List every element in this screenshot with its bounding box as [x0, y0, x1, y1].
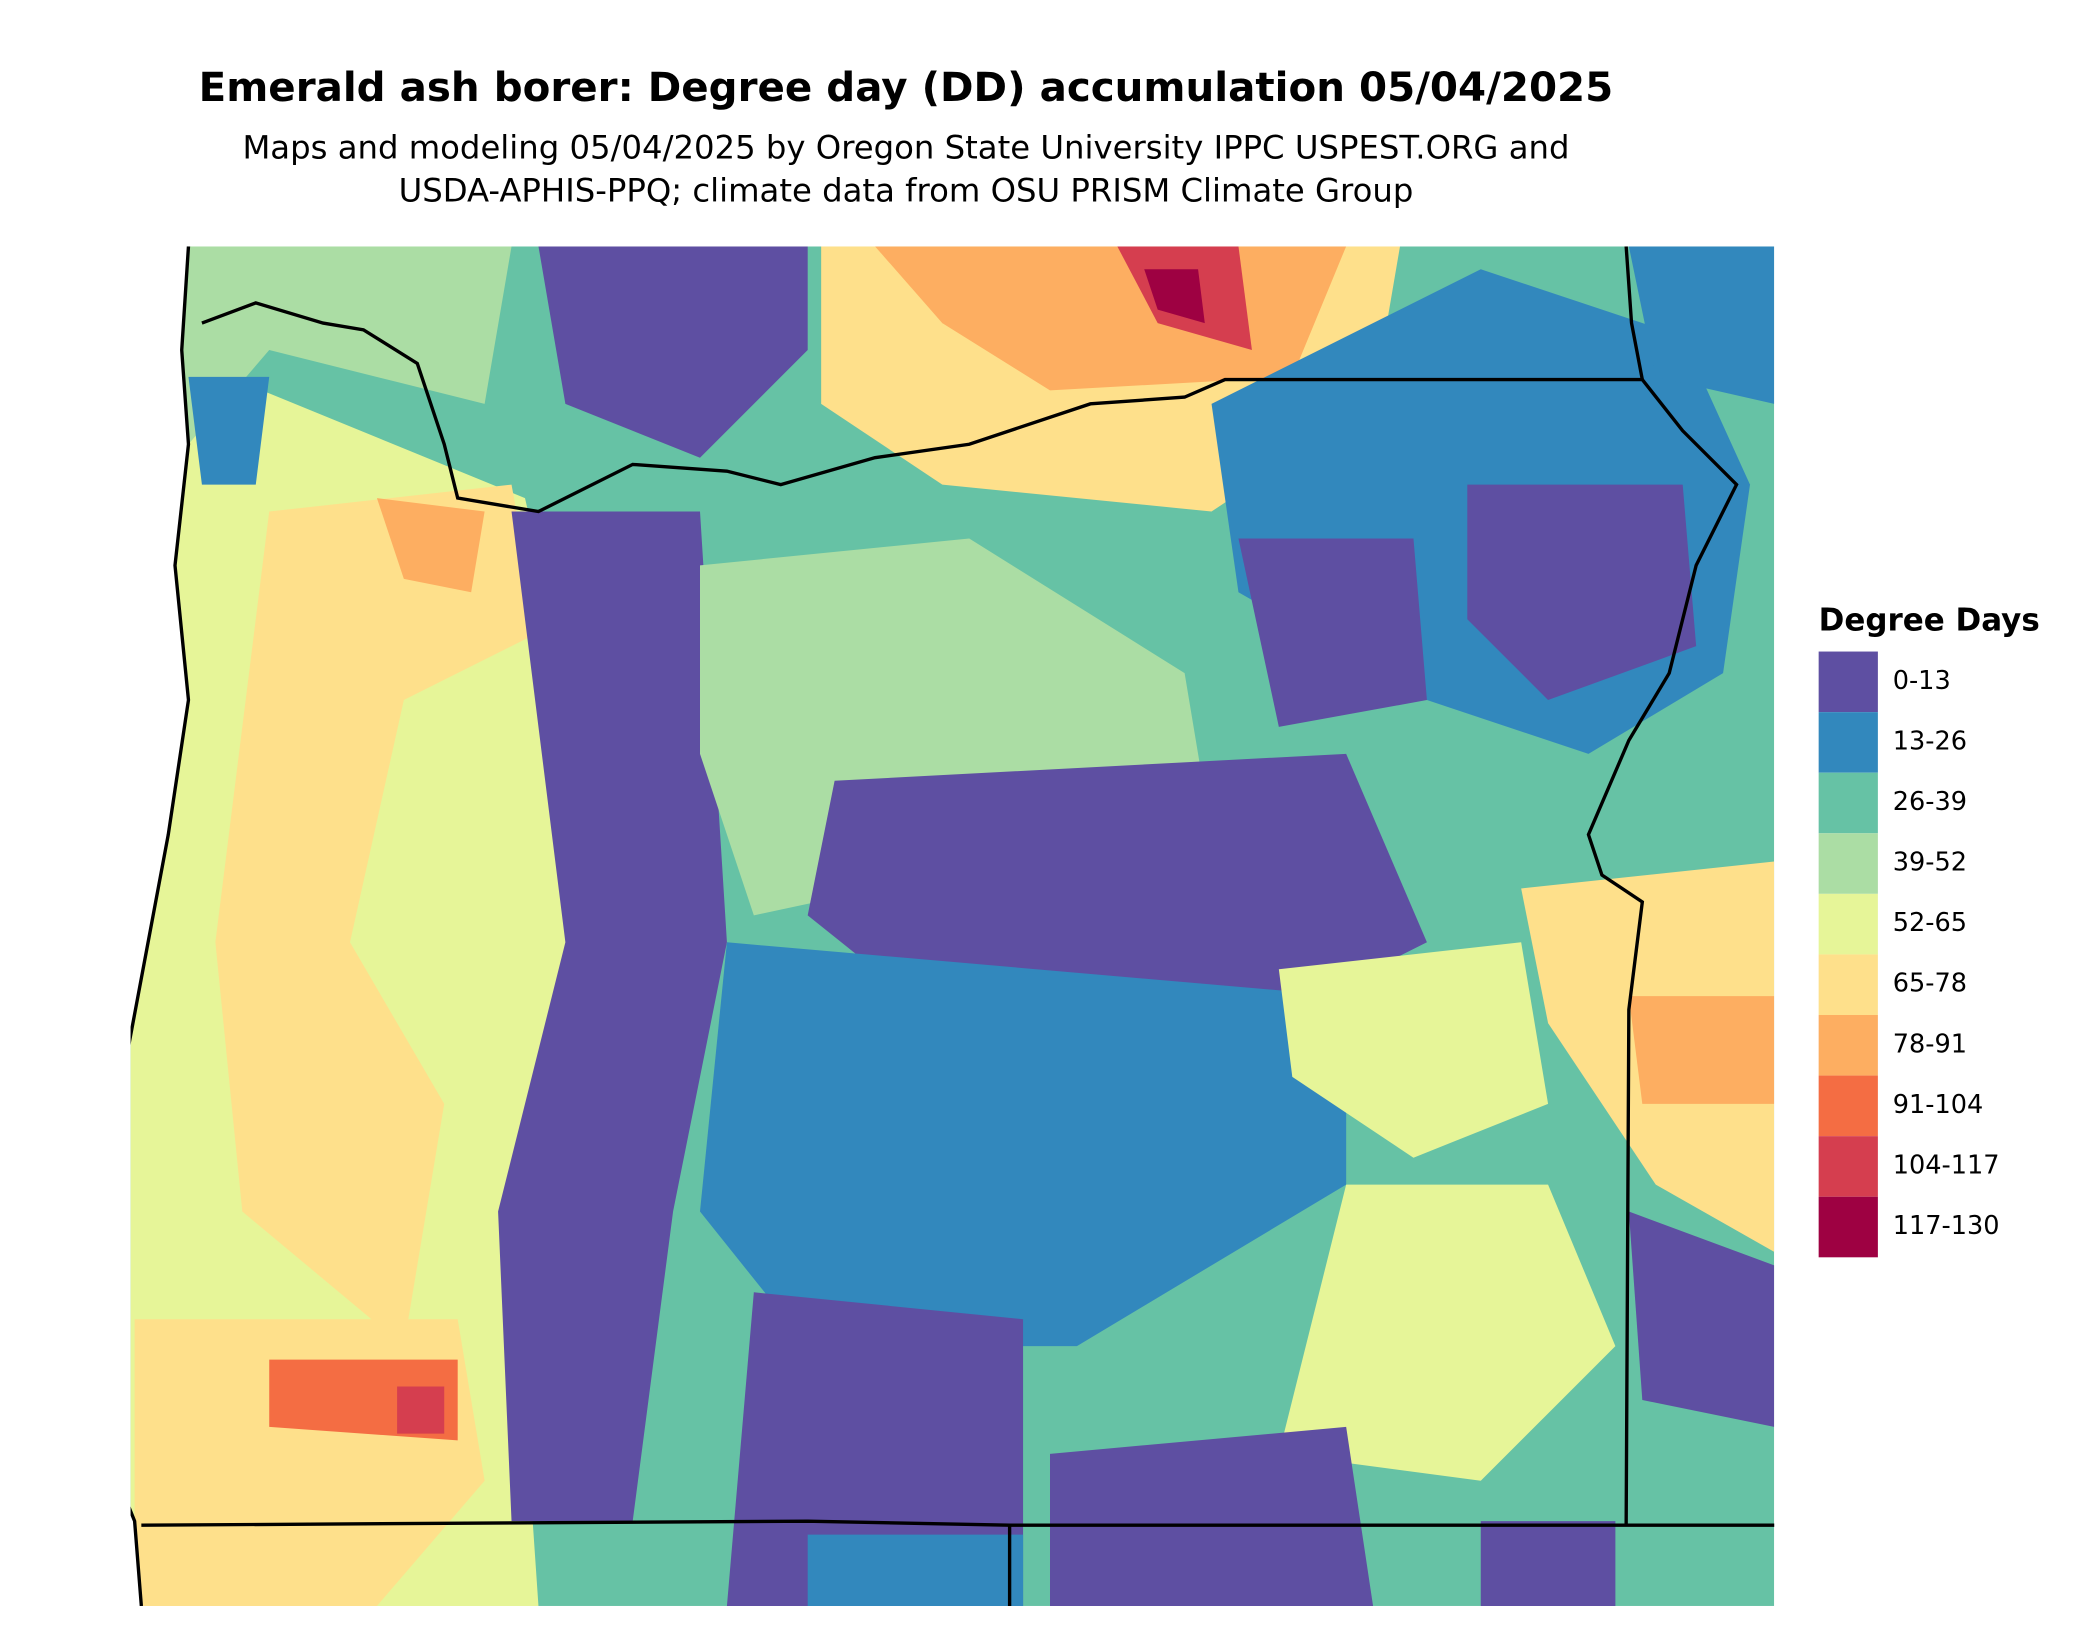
- legend-label: 39-52: [1893, 848, 1967, 878]
- map-region: [1480, 1521, 1616, 1606]
- map-region: [1278, 1184, 1616, 1481]
- legend-label: 104-117: [1893, 1150, 2000, 1180]
- legend-swatch: [1818, 1075, 1878, 1137]
- legend-swatch: [1818, 1196, 1878, 1258]
- legend-label: 0-13: [1893, 666, 1951, 696]
- state-borders: [130, 246, 1775, 1606]
- map-region: [1467, 484, 1697, 700]
- legend-swatch: [1818, 712, 1878, 773]
- legend-swatch: [1818, 651, 1878, 713]
- map-region: [1628, 246, 1775, 404]
- legend-label: 13-26: [1893, 726, 1967, 756]
- legend-label: 65-78: [1893, 969, 1967, 999]
- coastline: [130, 246, 191, 1606]
- map: [130, 246, 1775, 1606]
- legend-label: 52-65: [1893, 908, 1967, 938]
- map-region: [807, 1534, 1024, 1606]
- map-region: [1050, 1426, 1374, 1606]
- map-region: [1628, 1211, 1775, 1427]
- map-region: [1238, 538, 1427, 727]
- degree-day-raster: [130, 246, 1775, 1606]
- map-region: [1144, 269, 1205, 324]
- subtitle-line: Maps and modeling 05/04/2025 by Oregon S…: [242, 128, 1569, 166]
- map-region: [1628, 996, 1775, 1104]
- subtitle-line: USDA-APHIS-PPQ; climate data from OSU PR…: [399, 172, 1414, 210]
- legend-label: 78-91: [1893, 1029, 1967, 1059]
- map-region: [498, 511, 727, 1522]
- legend-title: Degree Days: [1819, 602, 2040, 638]
- legend-label: 117-130: [1893, 1211, 2000, 1241]
- state-border: [141, 1519, 1775, 1527]
- map-region: [215, 484, 539, 1347]
- map-region: [188, 376, 270, 485]
- map-region: [1278, 942, 1549, 1158]
- map-region: [538, 246, 808, 458]
- legend-label: 26-39: [1893, 787, 1967, 817]
- map-region: [700, 942, 1347, 1347]
- map-region: [726, 1292, 1024, 1606]
- legend-swatch: [1818, 772, 1878, 834]
- state-border: [1624, 246, 1644, 380]
- title: Emerald ash borer: Degree day (DD) accum…: [199, 64, 1614, 111]
- state-border: [201, 301, 1739, 1526]
- map-region: [397, 1386, 445, 1434]
- legend-swatch: [1818, 954, 1878, 1015]
- legend-label: 91-104: [1893, 1090, 1984, 1120]
- map-region: [376, 498, 485, 593]
- legend-swatch: [1818, 893, 1878, 955]
- legend-swatch: [1818, 833, 1878, 894]
- legend-swatch: [1818, 1136, 1878, 1197]
- legend-swatch: [1818, 1015, 1878, 1076]
- legend: 0-13 13-26 26-39 39-52 52-65 65-78 78-91 91-104…: [1818, 651, 2000, 1258]
